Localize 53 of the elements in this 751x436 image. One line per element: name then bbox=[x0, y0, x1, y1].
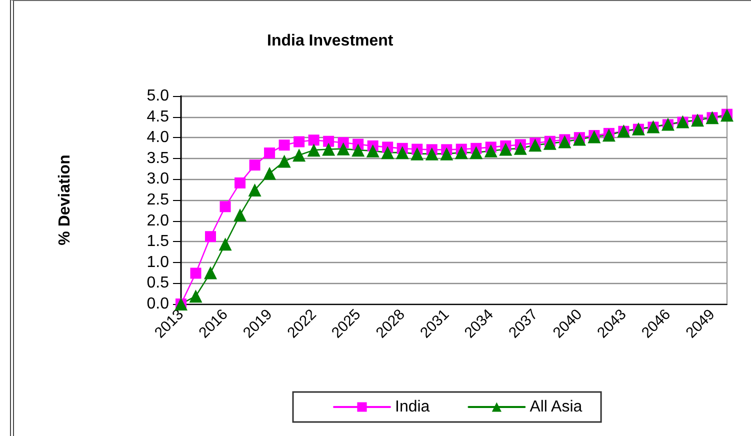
y-tick-label: 4.5 bbox=[146, 108, 170, 126]
point bbox=[218, 238, 232, 251]
point bbox=[294, 136, 305, 148]
point bbox=[528, 138, 542, 152]
point bbox=[470, 146, 483, 160]
y-tick-label: 5.0 bbox=[146, 88, 170, 104]
point bbox=[499, 142, 512, 156]
chart-title: India Investment bbox=[267, 32, 394, 50]
point bbox=[440, 147, 454, 160]
point bbox=[204, 266, 218, 280]
point bbox=[234, 177, 246, 188]
point bbox=[263, 166, 276, 180]
point bbox=[352, 144, 365, 157]
point bbox=[396, 146, 409, 160]
legend-label: All Asia bbox=[530, 398, 582, 416]
y-axis-title: % Deviation bbox=[56, 154, 74, 246]
point bbox=[248, 184, 262, 197]
point bbox=[602, 128, 616, 142]
point bbox=[543, 136, 556, 150]
point bbox=[558, 135, 572, 148]
point bbox=[264, 147, 276, 158]
point bbox=[205, 231, 216, 242]
point bbox=[307, 144, 320, 157]
y-tick-label: 2.0 bbox=[146, 212, 170, 230]
point bbox=[234, 208, 247, 222]
point bbox=[292, 148, 306, 162]
point bbox=[322, 142, 336, 156]
point bbox=[336, 142, 350, 156]
y-tick-label: 3.0 bbox=[146, 170, 170, 188]
point bbox=[366, 144, 380, 158]
point bbox=[572, 132, 586, 146]
point bbox=[323, 136, 334, 147]
point bbox=[278, 154, 291, 168]
y-tick-label: 3.5 bbox=[146, 150, 170, 167]
y-tick-label: 0.5 bbox=[146, 274, 170, 292]
point bbox=[278, 140, 290, 151]
point bbox=[381, 146, 394, 160]
point bbox=[220, 201, 231, 212]
point bbox=[189, 290, 202, 303]
point bbox=[514, 142, 527, 155]
point bbox=[308, 134, 320, 146]
point bbox=[190, 268, 202, 279]
legend-label: India bbox=[395, 398, 430, 416]
y-tick-label: 4.0 bbox=[146, 129, 170, 146]
y-tick-label: 1.5 bbox=[146, 233, 170, 250]
point bbox=[425, 147, 438, 160]
y-tick-label: 1.0 bbox=[146, 254, 170, 271]
point bbox=[249, 160, 260, 171]
y-tick-label: 0.0 bbox=[146, 296, 170, 312]
point bbox=[454, 146, 468, 160]
point bbox=[484, 144, 498, 158]
y-tick-label: 2.5 bbox=[146, 192, 170, 208]
point bbox=[410, 147, 424, 160]
